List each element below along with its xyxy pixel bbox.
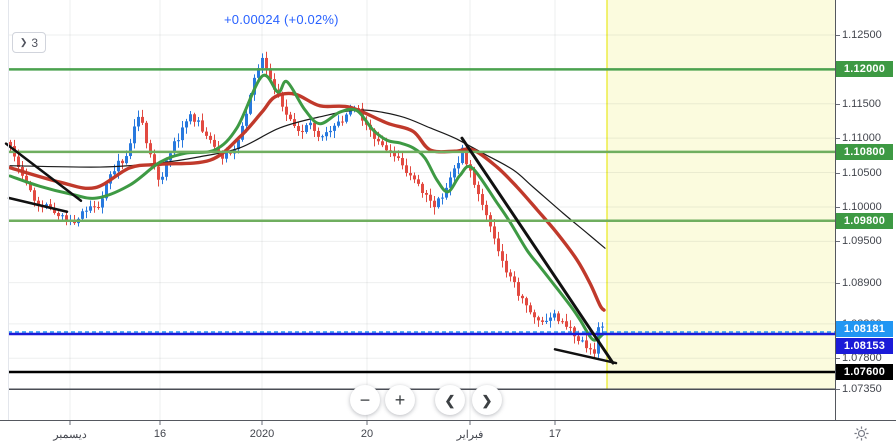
price-tick-label: 1.08900 [842, 276, 882, 289]
ma-slow-line [8, 91, 606, 312]
price-level-label: 1.07600 [836, 364, 893, 380]
trendline-left-upper [4, 142, 83, 202]
zoom-out-button[interactable]: − [350, 385, 380, 415]
time-tick-mark [159, 421, 161, 425]
scroll-left-button[interactable]: ❮ [435, 385, 465, 415]
time-tick-mark [69, 421, 71, 425]
highlight-region [606, 0, 835, 390]
price-axis[interactable]: 1.12500 1.11500 1.11000 1.10500 1.10000 1.095… [836, 0, 896, 420]
zoom-in-button[interactable]: + [385, 385, 415, 415]
scroll-right-button[interactable]: ❯ [472, 385, 502, 415]
pane-left-border [8, 0, 9, 420]
candlestick-series [9, 51, 604, 358]
price-tick-mark [836, 389, 840, 391]
trendline-wedge-lower [553, 348, 618, 365]
price-tick-label: 1.09500 [842, 235, 882, 248]
time-axis[interactable]: ديسمبر 16 2020 20 فبراير 17 [0, 421, 835, 444]
price-tick-mark [836, 241, 840, 243]
trend-lines[interactable] [4, 136, 618, 365]
price-tick-mark [836, 206, 840, 208]
axis-settings-gear-icon[interactable] [852, 425, 870, 441]
time-tick-mark [261, 421, 263, 425]
price-level-label: 1.10800 [836, 143, 893, 160]
time-tick-mark [554, 421, 556, 425]
price-level-label: 1.08181 [836, 321, 893, 338]
time-axis-border [0, 420, 896, 421]
price-tick-label: 1.10000 [842, 200, 882, 213]
price-axis-border [835, 0, 836, 420]
price-level-label: 1.09800 [836, 212, 893, 229]
time-tick-label: 16 [153, 428, 167, 440]
price-tick-label: 1.12500 [842, 29, 882, 41]
ma-long-line [9, 109, 606, 249]
time-tick-mark [469, 421, 471, 425]
price-tick-label: 1.11000 [842, 132, 881, 145]
chevron-right-icon: ❯ [19, 37, 28, 47]
price-tick-mark [836, 358, 840, 360]
time-tick-mark [366, 421, 368, 425]
price-tick-mark [836, 138, 840, 140]
object-tree-button[interactable]: ❯ 3 [12, 32, 46, 53]
price-tick-mark [836, 35, 840, 36]
price-tick-mark [836, 103, 840, 105]
time-tick-label: 17 [548, 428, 562, 440]
time-tick-label: ديسمبر [53, 429, 87, 441]
price-tick-label: 1.07350 [842, 383, 882, 396]
time-tick-label: 20 [360, 428, 374, 440]
object-tree-count: 3 [31, 35, 39, 50]
price-level-label: 1.12000 [836, 61, 893, 78]
ma-fast-line [8, 73, 605, 342]
time-tick-label: فبراير [456, 429, 484, 441]
price-change-label: +0.00024 (+0.02%) [224, 12, 339, 27]
price-tick-mark [836, 172, 840, 174]
price-tick-mark [836, 282, 840, 284]
price-tick-label: 1.10500 [842, 166, 882, 179]
trendline-left-lower [7, 196, 69, 214]
chart-nav-buttons: − + ❮ ❯ [0, 385, 835, 415]
trendline-main-descending [460, 136, 615, 365]
time-tick-label: 2020 [249, 428, 275, 440]
price-tick-label: 1.11500 [842, 97, 881, 110]
horizontal-price-lines[interactable] [8, 68, 835, 390]
price-level-label: 1.08153 [836, 337, 893, 354]
price-tick-label: 1.07800 [842, 352, 882, 365]
